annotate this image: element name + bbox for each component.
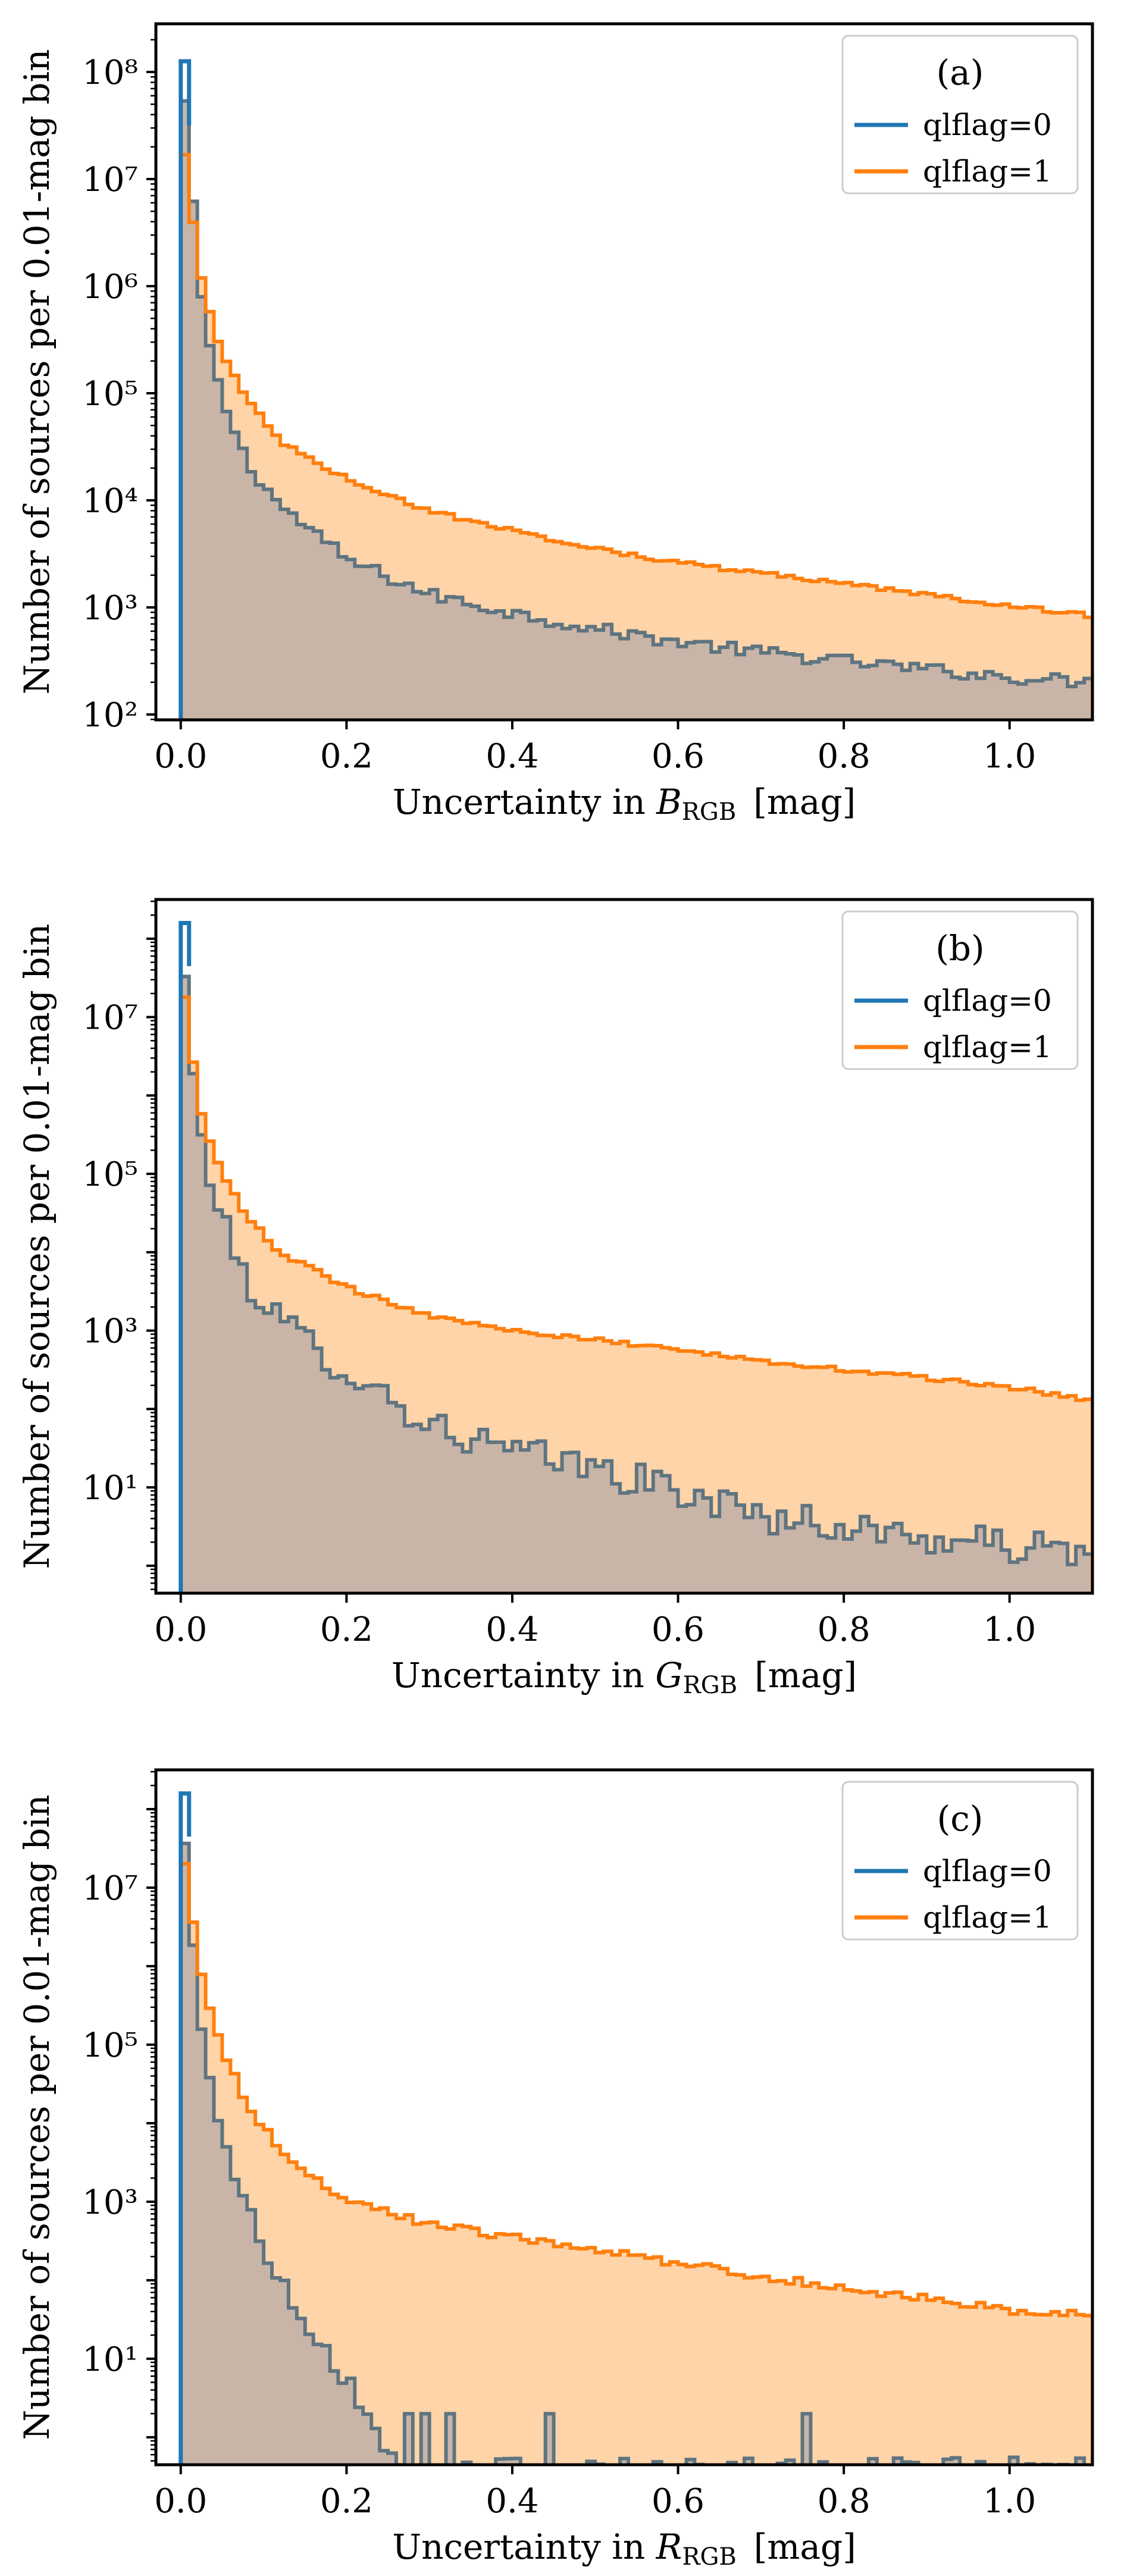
legend-entry-qlflag-0: qlflag=0	[923, 983, 1052, 1018]
legend: (b) qlflag=0 qlflag=1	[841, 910, 1079, 1070]
hist-step-qlflag-0	[179, 59, 192, 720]
x-tick-label: 0.2	[320, 1610, 373, 1649]
x-axis-label: Uncertainty in GRGB [mag]	[392, 1655, 857, 1699]
x-tick-label: 0.2	[320, 737, 373, 776]
legend: (a) qlflag=0 qlflag=1	[841, 35, 1079, 195]
chart-panel-3: 0.0 0.2 0.4 0.6 0.8 1.0 10¹ 10³ 10⁵ 10⁷ Number of …	[17, 1768, 1094, 2571]
chart-panel-2: 0.0 0.2 0.4 0.6 0.8 1.0 10¹ 10³ 10⁵ 10⁷ Number of …	[17, 898, 1094, 1699]
x-tick-label: 0.4	[486, 2482, 538, 2521]
x-tick-label: 1.0	[983, 1610, 1036, 1649]
hist-step-qlflag-1	[179, 1862, 1092, 2465]
axes-frame	[154, 898, 1094, 1595]
x-tick-label: 0.4	[486, 737, 538, 776]
x-tick-label: 0.4	[486, 1610, 538, 1649]
panel-label: (b)	[935, 928, 984, 969]
plot-area	[179, 59, 1092, 720]
axes-frame	[154, 1768, 1094, 2467]
y-tick-label: 10³	[82, 589, 138, 628]
x-tick-label: 0.8	[818, 2482, 871, 2521]
x-tick-label: 0.0	[154, 1610, 207, 1649]
hist-step-qlflag-0-outline	[179, 1841, 1086, 2465]
y-tick-label: 10³	[82, 1312, 138, 1351]
y-tick-label: 10⁵	[82, 1155, 138, 1194]
y-axis-label: Number of sources per 0.01-mag bin	[17, 1795, 57, 2440]
x-tick-label: 0.0	[154, 2482, 207, 2521]
y-axis-label: Number of sources per 0.01-mag bin	[17, 49, 57, 695]
hist-fill-qlflag-0	[180, 1843, 1085, 2465]
hist-step-qlflag-0	[179, 1791, 192, 2465]
legend: (c) qlflag=0 qlflag=1	[841, 1781, 1079, 1941]
x-axis-label: Uncertainty in RRGB [mag]	[392, 2527, 856, 2571]
hist-step-qlflag-1	[179, 995, 1092, 1593]
y-axis-label: Number of sources per 0.01-mag bin	[17, 924, 57, 1569]
hist-fill-qlflag-1	[180, 155, 1092, 720]
x-tick-label: 0.8	[818, 1610, 871, 1649]
legend-entry-qlflag-1: qlflag=1	[923, 154, 1052, 189]
hist-fill-qlflag-0	[180, 976, 1092, 1593]
x-axis-label: Uncertainty in BRGB [mag]	[393, 782, 856, 826]
legend-box	[841, 35, 1079, 195]
plot-area	[179, 921, 1092, 1593]
legend-box	[841, 910, 1079, 1070]
hist-step-qlflag-1	[179, 153, 1092, 720]
hist-fill-qlflag-1	[180, 1863, 1092, 2465]
x-tick-label: 0.6	[652, 737, 704, 776]
legend-entry-qlflag-0: qlflag=0	[923, 1854, 1052, 1888]
y-tick-label: 10³	[82, 2183, 138, 2222]
x-tick-label: 0.6	[652, 1610, 704, 1649]
y-tick-label: 10⁶	[82, 268, 138, 306]
x-tick-label: 0.2	[320, 2482, 373, 2521]
plot-area	[179, 1791, 1092, 2465]
legend-box	[841, 1781, 1079, 1941]
axes-frame	[154, 22, 1094, 722]
legend-entry-qlflag-0: qlflag=0	[923, 108, 1052, 142]
x-tick-label: 0.6	[652, 2482, 704, 2521]
y-tick-label: 10⁷	[82, 999, 138, 1038]
x-tick-label: 0.8	[818, 737, 871, 776]
legend-entry-qlflag-1: qlflag=1	[923, 1900, 1052, 1935]
y-tick-label: 10⁵	[82, 375, 138, 413]
legend-entry-qlflag-1: qlflag=1	[923, 1030, 1052, 1064]
hist-step-qlflag-0-outline	[179, 99, 1092, 720]
x-tick-label: 0.0	[154, 737, 207, 776]
panel-label: (a)	[937, 52, 984, 93]
panel-label: (c)	[937, 1798, 984, 1839]
y-tick-label: 10²	[82, 696, 138, 735]
y-tick-label: 10⁵	[82, 2026, 138, 2065]
x-tick-label: 1.0	[983, 2482, 1036, 2521]
y-tick-label: 10⁸	[82, 54, 138, 92]
y-tick-label: 10⁴	[82, 482, 138, 521]
hist-step-qlflag-0	[179, 921, 192, 1593]
hist-fill-qlflag-0	[180, 101, 1092, 720]
y-tick-label: 10¹	[82, 1469, 138, 1508]
y-tick-label: 10⁷	[82, 161, 138, 199]
chart-panel-1: 0.0 0.2 0.4 0.6 0.8 1.0 10² 10³ 10⁴ 10⁵ 10⁶ 10⁷ 10⁸ N…	[17, 22, 1094, 826]
hist-step-qlflag-0-outline	[179, 974, 1092, 1593]
y-tick-label: 10¹	[82, 2340, 138, 2379]
y-tick-label: 10⁷	[82, 1869, 138, 1908]
x-tick-label: 1.0	[983, 737, 1036, 776]
